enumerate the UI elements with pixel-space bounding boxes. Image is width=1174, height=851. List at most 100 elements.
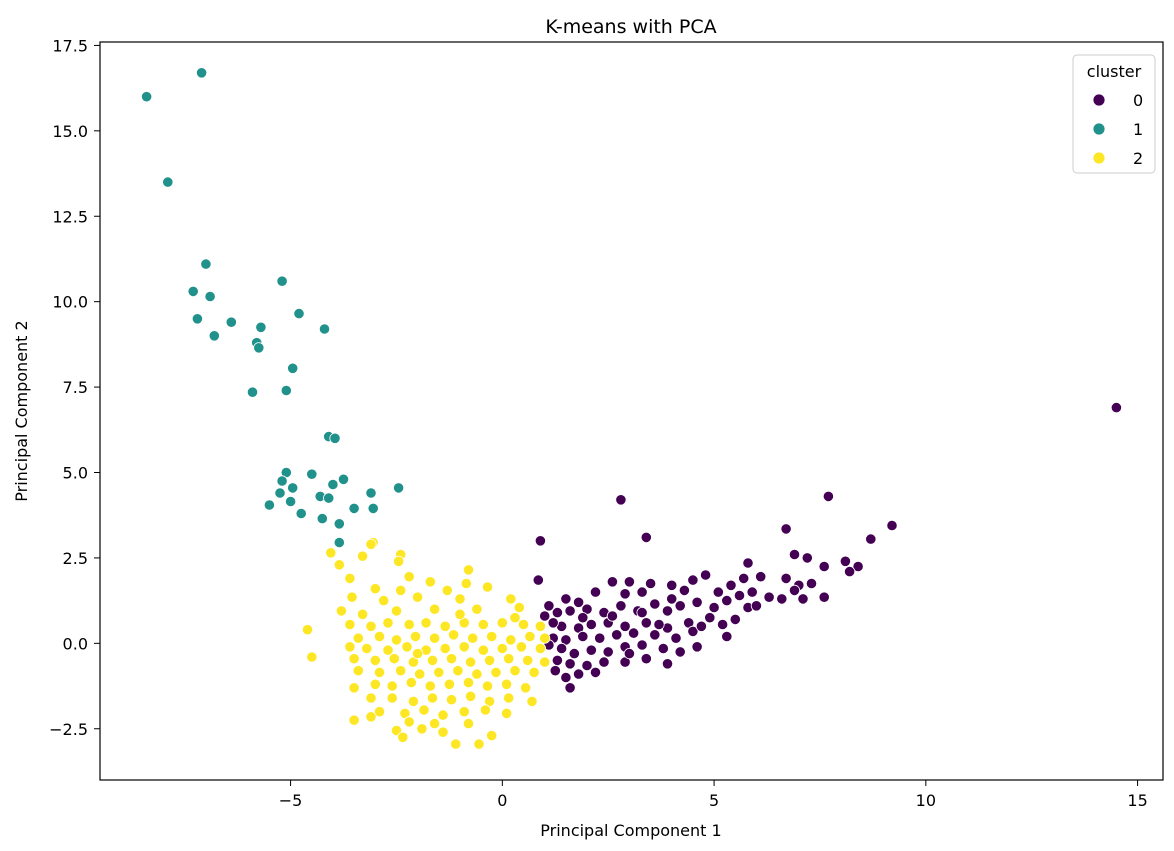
data-point-cluster-0	[606, 576, 619, 588]
data-point-cluster-2	[445, 653, 458, 665]
data-point-cluster-2	[418, 704, 430, 716]
data-point-cluster-0	[666, 593, 678, 605]
data-point-cluster-0	[539, 610, 551, 622]
data-point-cluster-2	[386, 692, 398, 704]
data-point-cluster-1	[318, 323, 331, 335]
data-point-cluster-0	[572, 668, 585, 680]
data-point-cluster-0	[636, 639, 648, 651]
data-point-cluster-2	[477, 644, 489, 656]
data-point-cluster-1	[329, 432, 341, 444]
data-point-cluster-1	[276, 275, 288, 287]
data-point-cluster-0	[549, 665, 561, 677]
legend-marker-cluster-1	[1092, 122, 1106, 136]
data-point-cluster-2	[479, 704, 491, 716]
data-point-cluster-0	[843, 565, 856, 578]
data-point-cluster-2	[407, 695, 419, 708]
data-point-cluster-2	[325, 547, 337, 559]
y-tick-label: 15.0	[52, 122, 88, 141]
data-point-cluster-2	[439, 620, 451, 632]
data-point-cluster-0	[640, 531, 652, 544]
data-point-cluster-2	[401, 641, 413, 653]
data-point-cluster-2	[306, 651, 318, 663]
data-point-cluster-2	[473, 738, 485, 750]
data-point-cluster-2	[450, 738, 462, 750]
data-point-cluster-0	[725, 579, 737, 591]
legend-box	[1072, 54, 1156, 174]
data-point-cluster-2	[344, 641, 356, 653]
data-point-cluster-2	[428, 632, 441, 644]
data-point-cluster-2	[365, 538, 377, 550]
data-point-cluster-1	[187, 285, 199, 297]
data-point-cluster-1	[287, 362, 299, 374]
data-point-cluster-0	[606, 610, 619, 622]
data-point-cluster-2	[517, 618, 530, 631]
data-point-cluster-2	[426, 654, 439, 667]
legend-label-cluster-0: 0	[1133, 91, 1143, 110]
data-point-cluster-1	[225, 316, 237, 328]
data-point-cluster-2	[439, 642, 451, 655]
data-point-cluster-2	[348, 682, 360, 694]
data-point-cluster-2	[481, 680, 494, 692]
data-point-cluster-2	[460, 577, 472, 590]
y-tick-label: −2.5	[49, 720, 88, 739]
data-point-cluster-0	[598, 656, 610, 668]
data-point-cluster-2	[454, 608, 466, 620]
data-point-cluster-2	[519, 682, 532, 694]
data-point-cluster-1	[162, 176, 174, 188]
data-point-cluster-2	[428, 717, 441, 730]
data-point-cluster-1	[333, 536, 345, 549]
data-point-cluster-2	[390, 634, 403, 646]
data-point-cluster-1	[204, 290, 216, 303]
data-point-cluster-1	[337, 473, 350, 485]
data-point-cluster-0	[619, 620, 631, 632]
data-point-cluster-2	[464, 656, 477, 668]
x-axis-label: Principal Component 1	[540, 821, 721, 840]
x-tick-label: 0	[497, 791, 507, 810]
data-point-cluster-2	[447, 629, 460, 641]
data-point-cluster-1	[316, 512, 328, 525]
data-point-cluster-0	[818, 591, 830, 603]
data-point-cluster-2	[390, 605, 403, 617]
data-point-cluster-2	[462, 717, 475, 730]
data-point-cluster-2	[503, 692, 515, 704]
legend-label-cluster-2: 2	[1133, 149, 1143, 168]
data-point-cluster-0	[636, 586, 648, 598]
data-point-cluster-2	[365, 620, 377, 632]
data-point-cluster-2	[409, 630, 422, 643]
data-point-cluster-0	[581, 659, 593, 672]
data-point-cluster-2	[397, 731, 409, 743]
data-point-cluster-2	[346, 591, 358, 603]
data-point-cluster-2	[403, 716, 415, 728]
data-point-cluster-2	[458, 641, 470, 653]
data-point-cluster-2	[352, 632, 364, 644]
data-point-cluster-2	[333, 559, 345, 571]
data-point-cluster-0	[699, 569, 712, 581]
data-point-cluster-2	[420, 617, 432, 629]
data-point-cluster-2	[373, 666, 386, 679]
x-tick-label: 10	[916, 791, 936, 810]
data-point-cluster-0	[839, 555, 852, 567]
data-point-cluster-0	[543, 600, 555, 612]
data-point-cluster-0	[602, 646, 614, 658]
data-point-cluster-0	[555, 642, 568, 655]
data-point-cluster-0	[649, 629, 661, 641]
data-point-cluster-2	[509, 665, 521, 677]
data-point-cluster-0	[780, 523, 792, 535]
data-point-cluster-2	[361, 642, 373, 655]
data-point-cluster-2	[486, 630, 498, 643]
data-point-cluster-2	[369, 678, 381, 690]
data-point-cluster-2	[454, 593, 466, 605]
data-point-cluster-2	[534, 642, 547, 655]
data-point-cluster-2	[471, 603, 483, 615]
data-point-cluster-2	[526, 695, 538, 708]
data-point-cluster-0	[577, 612, 589, 624]
legend: cluster 0 1 2	[1072, 54, 1156, 174]
data-point-cluster-1	[246, 386, 259, 398]
data-point-cluster-2	[403, 618, 415, 631]
data-point-cluster-2	[403, 571, 415, 583]
data-point-cluster-1	[333, 518, 345, 530]
data-point-cluster-0	[674, 646, 686, 658]
data-point-cluster-0	[589, 586, 602, 598]
data-point-cluster-2	[388, 653, 400, 665]
data-point-cluster-2	[464, 690, 477, 702]
